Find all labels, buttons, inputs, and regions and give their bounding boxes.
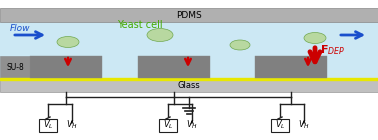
Text: $V_H$: $V_H$	[298, 119, 310, 131]
Bar	[0, 8, 378, 22]
Bar	[39, 119, 57, 132]
Text: $V_L$: $V_L$	[43, 119, 53, 131]
Bar	[255, 56, 327, 78]
Text: $\mathbf{F}_{DEP}$: $\mathbf{F}_{DEP}$	[320, 43, 345, 57]
Ellipse shape	[57, 37, 79, 47]
Bar	[0, 22, 378, 78]
Text: SU-8: SU-8	[6, 62, 24, 72]
Text: $V_L$: $V_L$	[275, 119, 285, 131]
Text: $V_H$: $V_H$	[66, 119, 78, 131]
Bar	[159, 119, 177, 132]
Bar	[30, 56, 102, 78]
Ellipse shape	[230, 40, 250, 50]
Bar	[0, 78, 378, 92]
Ellipse shape	[147, 29, 173, 41]
Text: PDMS: PDMS	[176, 10, 202, 19]
Text: $V_L$: $V_L$	[163, 119, 174, 131]
Text: Glass: Glass	[178, 80, 200, 89]
Bar	[0, 56, 30, 78]
Bar	[138, 56, 210, 78]
Text: Flow: Flow	[10, 24, 31, 32]
Ellipse shape	[304, 32, 326, 44]
Text: $V_H$: $V_H$	[186, 119, 198, 131]
Bar	[0, 78, 378, 80]
Text: Yeast cell: Yeast cell	[117, 20, 163, 30]
Bar	[271, 119, 289, 132]
